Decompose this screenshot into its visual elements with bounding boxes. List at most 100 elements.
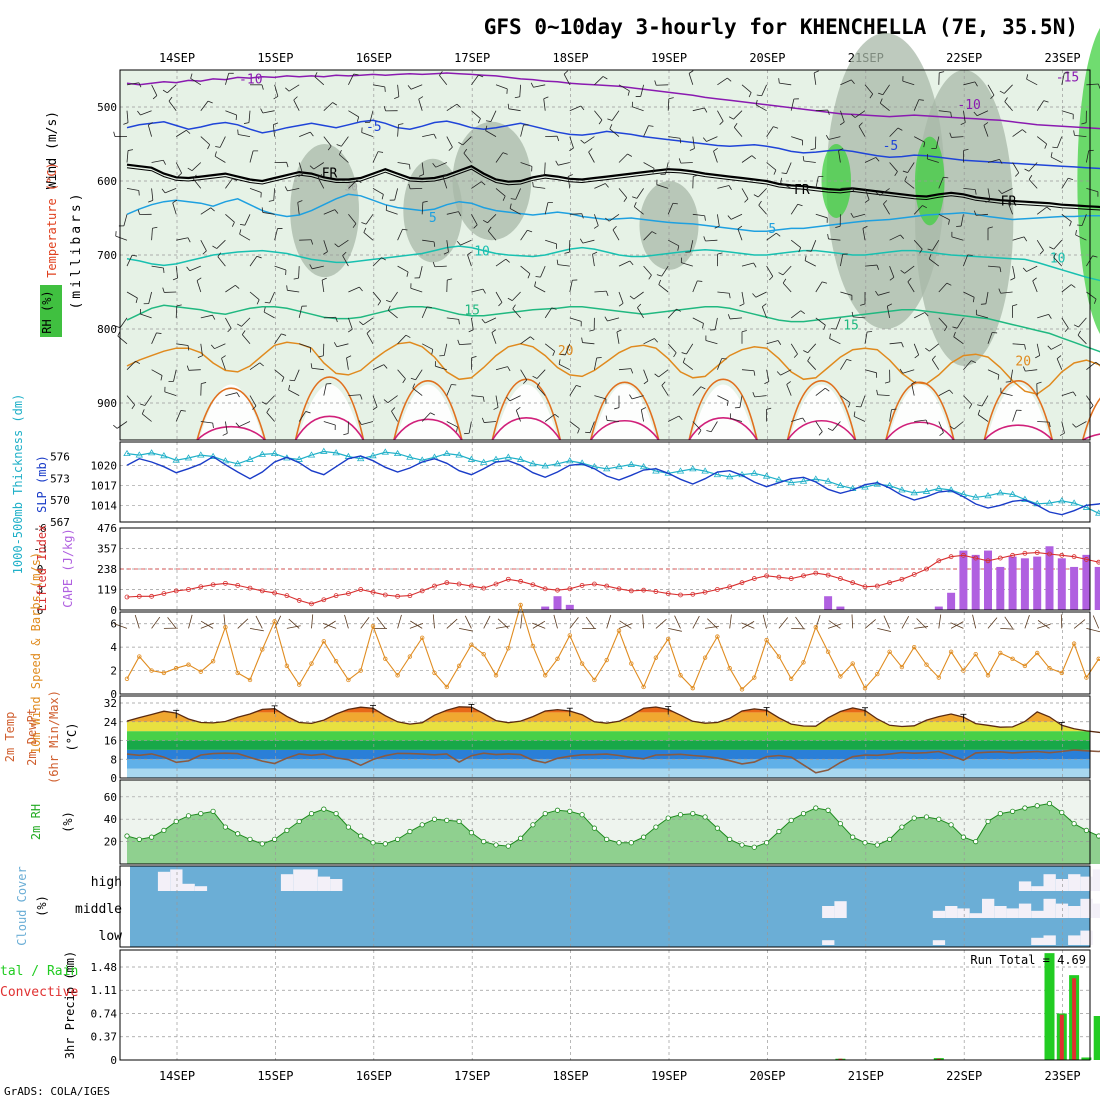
rh-region bbox=[915, 70, 1014, 366]
wind-barb-flag bbox=[318, 355, 324, 358]
wind-barb-flag bbox=[919, 248, 923, 254]
slp-frame bbox=[119, 441, 1091, 523]
wind-barb bbox=[126, 110, 129, 123]
wind-barb-flag bbox=[1024, 168, 1030, 172]
wind-barb bbox=[618, 291, 624, 304]
wind-barb bbox=[594, 395, 607, 400]
y-tick-label: 600 bbox=[97, 175, 117, 188]
wind-barb-flag bbox=[163, 160, 166, 165]
wind-barb bbox=[287, 289, 300, 293]
isotherm-30 bbox=[196, 415, 1100, 441]
wind-barb bbox=[1075, 421, 1087, 428]
wind-barb-flag bbox=[782, 278, 787, 284]
wind-barb-flag bbox=[467, 251, 472, 256]
wind-barb-flag bbox=[904, 176, 908, 182]
wind-barb-flag bbox=[756, 94, 762, 97]
wind-barb-flag bbox=[309, 165, 315, 170]
wind-barb bbox=[813, 72, 817, 85]
thickness-point bbox=[541, 462, 549, 469]
y-tick-label: 500 bbox=[97, 101, 117, 114]
dry-plume bbox=[395, 384, 460, 440]
wind-barb-flag bbox=[630, 368, 634, 374]
wind-barb-flag bbox=[672, 202, 678, 205]
temp-band bbox=[120, 696, 1090, 703]
thickness-point bbox=[479, 458, 488, 465]
y-tick-label: 1.11 bbox=[91, 984, 118, 997]
slp-line bbox=[126, 455, 1100, 516]
wind-barb-flag bbox=[780, 177, 783, 183]
wind-barb-10m bbox=[914, 626, 929, 629]
rh-point bbox=[579, 812, 585, 818]
wind-barb-flag bbox=[551, 307, 557, 310]
wind-barb bbox=[313, 162, 325, 170]
wind-barb bbox=[249, 150, 254, 163]
cape-tick-label: 357 bbox=[97, 543, 117, 556]
wind-speed-point bbox=[469, 642, 474, 647]
wind-barb bbox=[225, 73, 230, 85]
wind-barb-flag bbox=[266, 408, 270, 413]
date-label-top: 15SEP bbox=[257, 51, 293, 65]
wind-barb bbox=[643, 369, 649, 382]
wind-speed-point bbox=[690, 685, 695, 691]
wind-barb bbox=[1037, 421, 1050, 423]
rh-point bbox=[628, 840, 634, 846]
wind-barb-flag bbox=[127, 149, 134, 151]
wind-barb-flag bbox=[288, 384, 291, 391]
wind-barb bbox=[287, 188, 300, 192]
wind-speed-point bbox=[407, 654, 413, 659]
wind-barb-flag bbox=[1046, 206, 1051, 211]
wind-barb bbox=[963, 360, 972, 370]
wind-barb bbox=[509, 395, 521, 402]
wind-barb bbox=[410, 287, 423, 293]
wind-barb bbox=[1001, 188, 1013, 195]
date-label-top: 17SEP bbox=[454, 51, 490, 65]
thickness-point bbox=[898, 486, 906, 493]
precip-total-bar bbox=[1093, 1016, 1100, 1060]
temp-frame bbox=[119, 695, 1091, 779]
wind-barb bbox=[443, 343, 448, 356]
temp-ylabel-2: 2m DewPt bbox=[25, 708, 39, 766]
wind-barb bbox=[854, 110, 866, 118]
wind-barb-flag bbox=[297, 200, 303, 203]
lifted-index-point bbox=[813, 570, 819, 576]
wind-barb bbox=[175, 162, 183, 174]
wind-barb bbox=[366, 333, 374, 344]
thickness-point bbox=[639, 462, 648, 470]
wind-barb bbox=[766, 232, 777, 241]
wind-barb-flag bbox=[968, 404, 973, 409]
wind-speed-point bbox=[333, 659, 339, 664]
wind-barb bbox=[815, 213, 828, 219]
cape-bar bbox=[1020, 558, 1029, 610]
thickness-point bbox=[1070, 499, 1078, 506]
rh-point bbox=[296, 818, 302, 825]
wind-speed-point bbox=[309, 661, 314, 666]
wind-barb-flag bbox=[555, 160, 559, 166]
wind-barb bbox=[938, 389, 950, 396]
rh-point bbox=[517, 835, 524, 841]
wind-barb bbox=[394, 188, 398, 201]
wind-barb bbox=[262, 110, 275, 114]
lifted-index-point bbox=[186, 587, 191, 592]
wind-barb-flag bbox=[985, 199, 991, 203]
wind-barb bbox=[929, 343, 940, 352]
wind-barb bbox=[508, 108, 521, 112]
wind-barb-flag bbox=[215, 146, 221, 148]
wind-barb-flag bbox=[769, 276, 774, 281]
wind-barb-flag bbox=[264, 301, 270, 304]
wind-barb bbox=[471, 317, 474, 330]
wind-barb-flag bbox=[539, 174, 545, 176]
lifted-index-point bbox=[1071, 554, 1077, 560]
wind-barb-flag bbox=[679, 138, 682, 144]
wind-barb-flag bbox=[654, 338, 658, 343]
wind-barb-flag bbox=[1075, 229, 1077, 236]
wind-barb-flag bbox=[212, 245, 217, 249]
rh-unit: (%) bbox=[61, 811, 75, 833]
wind-barb-flag bbox=[352, 223, 357, 228]
wind-barb-10m bbox=[167, 617, 177, 629]
wind-barb bbox=[372, 257, 382, 267]
lifted-index-point bbox=[493, 581, 499, 587]
wind-barb-flag bbox=[293, 277, 299, 280]
rh-point bbox=[1059, 809, 1065, 816]
wind-barb bbox=[239, 233, 251, 241]
